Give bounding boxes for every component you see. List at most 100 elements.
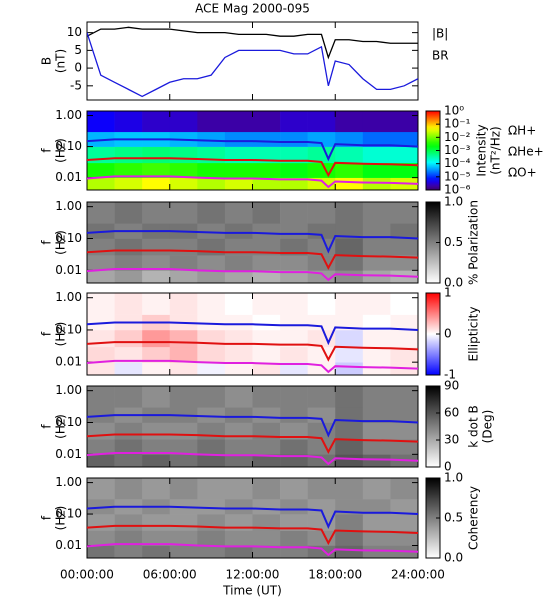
heatmap-cell bbox=[362, 255, 391, 271]
heatmap-cell bbox=[169, 329, 198, 348]
heatmap-cell bbox=[280, 202, 308, 224]
y-axis-label: (Hz) bbox=[54, 506, 68, 531]
heatmap-cell bbox=[114, 530, 143, 546]
y-axis-label: f bbox=[40, 148, 54, 153]
colorbar-label: Ellipticity bbox=[467, 307, 481, 362]
heatmap-cell bbox=[362, 146, 391, 164]
heatmap-cell bbox=[335, 545, 364, 558]
heatmap-cell bbox=[87, 454, 115, 467]
heatmap-cell bbox=[390, 346, 418, 363]
heatmap-cell bbox=[335, 293, 364, 315]
heatmap-cell bbox=[87, 255, 115, 271]
y-axis-label: (Hz) bbox=[54, 322, 68, 347]
chart-title: ACE Mag 2000-095 bbox=[195, 2, 310, 16]
heatmap-cell bbox=[390, 146, 418, 164]
colorbar-tick-label: -1 bbox=[444, 368, 456, 382]
heatmap-cell bbox=[390, 422, 418, 440]
heatmap-cell bbox=[390, 162, 418, 178]
heatmap-cell bbox=[169, 177, 198, 190]
heatmap-cell bbox=[252, 202, 281, 224]
y-tick-label: 0.10 bbox=[55, 507, 82, 521]
heatmap-cell bbox=[114, 439, 143, 455]
heatmap-cell bbox=[142, 146, 171, 164]
heatmap-cell bbox=[390, 255, 418, 271]
heatmap-cell bbox=[224, 454, 253, 467]
series-line bbox=[87, 268, 418, 282]
heatmap-cell bbox=[169, 362, 198, 375]
heatmap-cell bbox=[197, 362, 226, 375]
colorbar-tick-label: 10⁻³ bbox=[444, 143, 471, 157]
heatmap-cell bbox=[224, 177, 253, 190]
colorbar-tick-label: 10⁰ bbox=[444, 104, 464, 118]
heatmap-cell bbox=[142, 111, 171, 133]
heatmap-cell bbox=[224, 255, 253, 271]
heatmap-cell bbox=[335, 238, 364, 256]
heatmap-cell bbox=[335, 146, 364, 164]
heatmap-cell bbox=[142, 386, 171, 408]
heatmap-cell bbox=[197, 545, 226, 558]
heatmap-cell bbox=[87, 478, 115, 500]
heatmap-cell bbox=[197, 111, 226, 133]
y-axis-label: f bbox=[40, 515, 54, 520]
heatmap-cell bbox=[87, 270, 115, 283]
x-tick-label: 18:00:00 bbox=[308, 568, 362, 582]
plot-frame bbox=[86, 21, 419, 101]
heatmap-cell bbox=[224, 545, 253, 558]
y-tick-label: 0.10 bbox=[55, 231, 82, 245]
heatmap-cell bbox=[390, 131, 418, 147]
heatmap-cell bbox=[280, 499, 308, 515]
colorbar-tick-label: 0.5 bbox=[444, 511, 463, 525]
heatmap-cell bbox=[280, 270, 308, 283]
heatmap-cell bbox=[280, 293, 308, 315]
heatmap-cell bbox=[252, 146, 281, 164]
heatmap-cell bbox=[224, 293, 253, 315]
colorbar-tick-label: 10⁻¹ bbox=[444, 117, 471, 131]
heatmap-cell bbox=[335, 270, 364, 283]
heatmap-cell bbox=[252, 314, 281, 331]
heatmap-cell bbox=[362, 177, 391, 190]
heatmap-cell bbox=[335, 514, 364, 531]
heatmap-cell bbox=[280, 454, 308, 467]
heatmap-cell bbox=[87, 439, 115, 455]
heatmap-cell bbox=[335, 346, 364, 363]
heatmap-cell bbox=[224, 223, 253, 239]
heatmap-cell bbox=[169, 530, 198, 546]
heatmap-cell bbox=[307, 202, 336, 224]
x-tick-label: 12:00:00 bbox=[226, 568, 280, 582]
heatmap-cell bbox=[335, 386, 364, 408]
heatmap-cell bbox=[169, 293, 198, 315]
heatmap-cell bbox=[362, 386, 391, 408]
heatmap-cell bbox=[335, 454, 364, 467]
heatmap-cell bbox=[280, 111, 308, 133]
heatmap-cell bbox=[197, 478, 226, 500]
y-tick-label: 0.10 bbox=[55, 139, 82, 153]
heatmap-cell bbox=[335, 111, 364, 133]
y-tick-label: 1.00 bbox=[55, 475, 82, 489]
x-tick-label: 06:00:00 bbox=[143, 568, 197, 582]
series-line bbox=[87, 505, 418, 530]
series-line bbox=[87, 359, 418, 374]
heatmap-cell bbox=[87, 386, 115, 408]
colorbar-tick-label: 0.0 bbox=[444, 551, 463, 565]
colorbar-label: (Deg) bbox=[481, 410, 495, 444]
heatmap-cell bbox=[280, 362, 308, 375]
heatmap-cell bbox=[197, 223, 226, 239]
heatmap-cell bbox=[169, 255, 198, 271]
heatmap-cell bbox=[224, 238, 253, 256]
colorbar-tick-label: 90 bbox=[444, 379, 459, 393]
panel: ACE Mag 2000-095 -5 0 5 10 B (nT) |B| BR bbox=[40, 2, 449, 101]
heatmap-cell bbox=[114, 478, 143, 500]
heatmap-cell bbox=[335, 177, 364, 190]
heatmap-cell bbox=[142, 439, 171, 455]
heatmap-cell bbox=[114, 362, 143, 375]
heatmap-cell bbox=[197, 202, 226, 224]
colorbar-tick-label: 1.0 bbox=[444, 195, 463, 209]
heatmap-cell bbox=[169, 202, 198, 224]
heatmap-cell bbox=[280, 162, 308, 178]
x-tick-label: 00:00:00 bbox=[60, 568, 114, 582]
y-tick-label: 0.01 bbox=[55, 538, 82, 552]
colorbar-tick-label: 0 bbox=[444, 460, 452, 474]
heatmap-cell bbox=[197, 162, 226, 178]
heatmap-cell bbox=[362, 111, 391, 133]
heatmap-cell bbox=[87, 162, 115, 178]
